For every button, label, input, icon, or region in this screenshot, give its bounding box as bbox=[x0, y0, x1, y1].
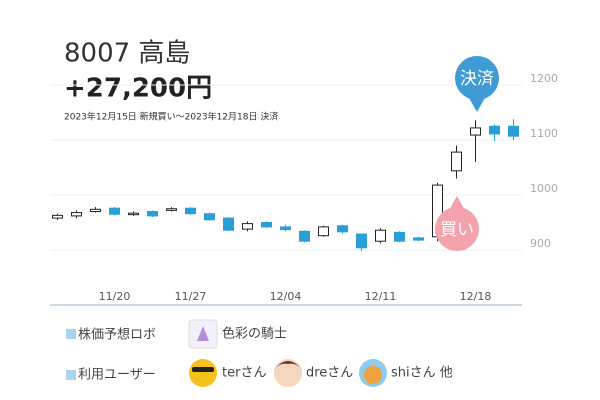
x-tick-label: 12/04 bbox=[270, 290, 302, 303]
robot-icon-art bbox=[197, 326, 209, 341]
y-tick-label: 900 bbox=[530, 237, 551, 250]
user-avatar bbox=[189, 359, 217, 387]
user-name[interactable]: dreさん bbox=[306, 366, 353, 381]
x-tick-label: 12/11 bbox=[365, 290, 397, 303]
candle-body bbox=[356, 233, 367, 249]
avatar-face bbox=[364, 366, 382, 384]
avatar-hair bbox=[274, 361, 302, 370]
candle-body bbox=[470, 127, 481, 136]
candle-body bbox=[280, 226, 291, 231]
candle-body bbox=[166, 208, 177, 211]
x-tick-label: 11/27 bbox=[175, 290, 207, 303]
buy-bubble bbox=[435, 207, 479, 251]
chart-title: 8007 高島 bbox=[64, 39, 190, 69]
bullet bbox=[66, 329, 76, 339]
y-tick-label: 1000 bbox=[530, 182, 558, 195]
candle-body bbox=[242, 223, 253, 230]
candle-body bbox=[451, 151, 462, 172]
robot-name[interactable]: 色彩の騎士 bbox=[222, 326, 287, 342]
trade-note: 2023年12月15日 新規買い〜2023年12月18日 決済 bbox=[64, 111, 278, 123]
candle-body bbox=[394, 231, 405, 242]
chart-subtitle: +27,200円 bbox=[64, 74, 212, 104]
candle-body bbox=[299, 230, 310, 242]
avatar-glasses bbox=[192, 367, 214, 372]
candle-body bbox=[71, 212, 82, 217]
x-tick-label: 12/18 bbox=[460, 290, 492, 303]
candle-body bbox=[318, 226, 329, 237]
candle-body bbox=[52, 214, 63, 219]
bullet bbox=[66, 370, 76, 380]
plot: 900 1000 1100 1200 11/20 11/27 12/04 12/11 12/18 bbox=[50, 72, 558, 303]
candle-body bbox=[185, 207, 196, 215]
candle-body bbox=[261, 222, 272, 228]
candle-body bbox=[375, 229, 386, 242]
user-name[interactable]: terさん bbox=[222, 366, 266, 381]
candle-body bbox=[204, 213, 215, 221]
candle-body bbox=[128, 212, 139, 216]
candle-body bbox=[337, 225, 348, 233]
candle-body bbox=[489, 125, 500, 135]
sell-label: 決済 bbox=[460, 69, 494, 89]
y-tick-label: 1200 bbox=[530, 72, 558, 85]
candle-body bbox=[508, 125, 519, 137]
candle-body bbox=[109, 207, 120, 215]
buy-label: 買い bbox=[440, 220, 474, 240]
user-avatar bbox=[274, 359, 302, 387]
x-tick-label: 11/20 bbox=[99, 290, 131, 303]
y-tick-label: 1100 bbox=[530, 127, 558, 140]
candle-body bbox=[413, 237, 424, 241]
robot-label: 株価予想ロボ bbox=[78, 327, 156, 343]
sell-bubble bbox=[455, 56, 499, 100]
candle-body bbox=[90, 208, 101, 213]
users-label: 利用ユーザー bbox=[78, 368, 156, 383]
candle-body bbox=[223, 217, 234, 231]
bubble-tail bbox=[468, 96, 486, 112]
candle-body bbox=[147, 211, 158, 217]
user-name[interactable]: shiさん 他 bbox=[391, 366, 453, 381]
